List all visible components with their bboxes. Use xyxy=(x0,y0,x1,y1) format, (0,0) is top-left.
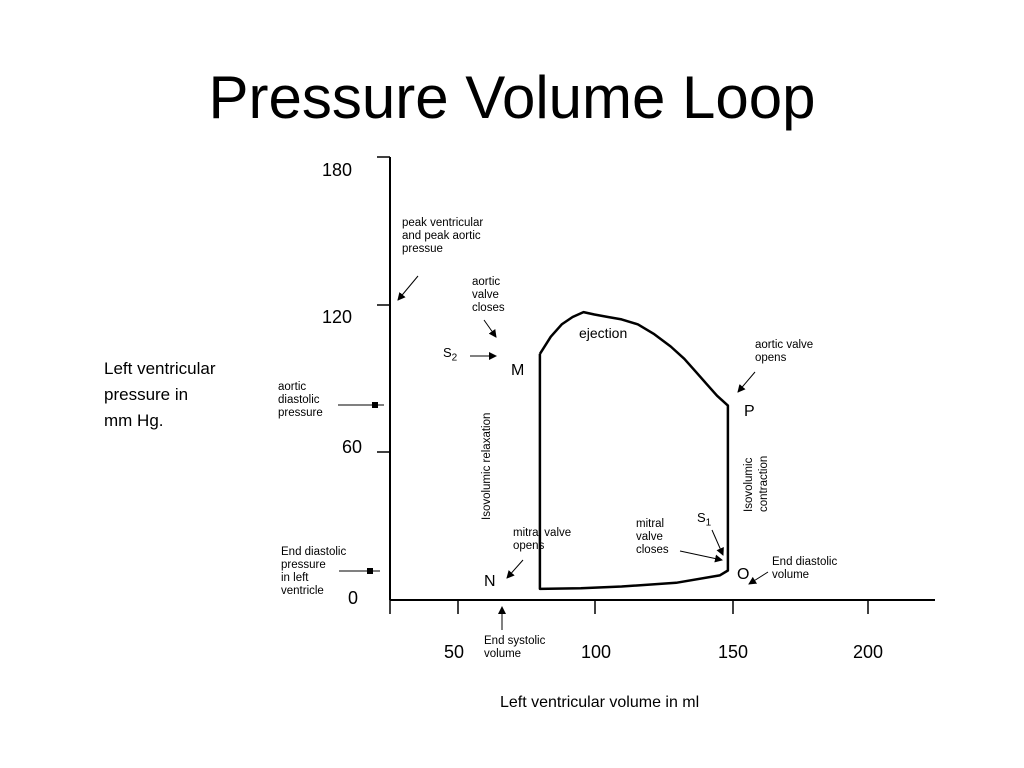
annotation-line: volume xyxy=(484,648,522,660)
y-tick-label: 0 xyxy=(348,588,359,608)
arrow-mitral-valve-closes xyxy=(679,550,723,563)
x-axis-label: Left ventricular volume in ml xyxy=(500,694,700,711)
heart-sound-s2: S2 xyxy=(443,345,457,364)
pv-loop-curve xyxy=(538,310,730,591)
annotation-line: aortic valve xyxy=(755,339,814,351)
marker-end-diastolic-pressure xyxy=(367,568,373,574)
annotation-end-diastolic-pressure: End diastolic pressure in left ventricle xyxy=(281,546,346,598)
annotation-line: ventricle xyxy=(281,585,324,597)
point-label-n: N xyxy=(484,573,496,590)
y-axis-label-line: pressure in xyxy=(104,385,189,404)
y-tick-label: 180 xyxy=(322,160,353,180)
y-tick-label: 120 xyxy=(322,307,353,327)
annotation-line: aortic xyxy=(472,276,501,288)
annotation-line: diastolic xyxy=(278,394,320,406)
y-axis-label-line: mm Hg. xyxy=(104,411,164,430)
annotation-line: opens xyxy=(513,540,545,552)
annotation-aortic-valve-closes: aortic valve closes xyxy=(472,276,505,315)
annotation-end-diastolic-volume: End diastolic volume xyxy=(772,556,837,582)
annotation-mitral-valve-closes: mitral valve closes xyxy=(636,518,669,557)
slide-title: Pressure Volume Loop xyxy=(208,64,816,131)
annotation-line: volume xyxy=(772,569,810,581)
heart-sound-subscript: 2 xyxy=(451,352,458,364)
annotation-peak-pressure: peak ventricular and peak aortic pressue xyxy=(402,217,483,256)
arrow-aortic-valve-opens xyxy=(737,371,756,393)
annotation-line: mitral valve xyxy=(513,527,572,539)
ejection-label: ejection xyxy=(579,325,628,341)
isovolumic-relaxation-label: Isovolumic relaxation xyxy=(481,413,493,520)
annotation-end-systolic-volume: End systolic volume xyxy=(484,635,545,661)
y-axis-label-line: Left ventricular xyxy=(104,359,216,378)
heart-sound-subscript: 1 xyxy=(705,517,712,529)
marker-aortic-diastolic-pressure xyxy=(372,402,378,408)
annotation-line: closes xyxy=(636,544,669,556)
arrow-s1 xyxy=(711,529,724,556)
arrow-mitral-valve-opens xyxy=(506,559,524,579)
annotation-line: pressue xyxy=(402,243,443,255)
y-axis-label: Left ventricular pressure in mm Hg. xyxy=(104,356,254,434)
annotation-line: in left xyxy=(281,572,309,584)
annotation-line: End systolic xyxy=(484,635,546,647)
heart-sound-letter: S xyxy=(443,345,452,360)
annotation-line: closes xyxy=(472,302,505,314)
heart-sound-s1: S1 xyxy=(697,510,711,529)
arrow-aortic-valve-closes xyxy=(483,319,497,338)
annotation-line: pressure xyxy=(281,559,326,571)
annotation-line: and peak aortic xyxy=(402,230,481,242)
point-label-p: P xyxy=(744,403,755,420)
y-tick-label: 60 xyxy=(342,437,363,457)
arrow-end-diastolic-volume xyxy=(748,571,769,585)
x-tick-label: 100 xyxy=(581,642,612,662)
annotation-line: valve xyxy=(472,289,499,301)
annotation-aortic-valve-opens: aortic valve opens xyxy=(755,339,813,365)
x-tick-label: 150 xyxy=(718,642,749,662)
arrow-peak-pressure xyxy=(397,275,419,301)
annotation-line: opens xyxy=(755,352,787,364)
isovolumic-contraction-label: Isovolumic xyxy=(743,457,755,512)
annotation-line: mitral xyxy=(636,518,665,530)
annotation-mitral-valve-opens: mitral valve opens xyxy=(513,527,571,553)
point-label-o: O xyxy=(737,566,750,583)
annotation-line: valve xyxy=(636,531,663,543)
annotation-line: End diastolic xyxy=(772,556,838,568)
point-label-m: M xyxy=(511,362,525,379)
annotation-line: pressure xyxy=(278,407,323,419)
heart-sound-letter: S xyxy=(697,510,706,525)
annotation-line: aortic xyxy=(278,381,307,393)
x-tick-label: 200 xyxy=(853,642,884,662)
annotation-aortic-diastolic-pressure: aortic diastolic pressure xyxy=(278,381,323,420)
annotation-line: peak ventricular xyxy=(402,217,484,229)
x-tick-label: 50 xyxy=(444,642,465,662)
isovolumic-contraction-label: contraction xyxy=(758,456,770,512)
annotation-line: End diastolic xyxy=(281,546,347,558)
